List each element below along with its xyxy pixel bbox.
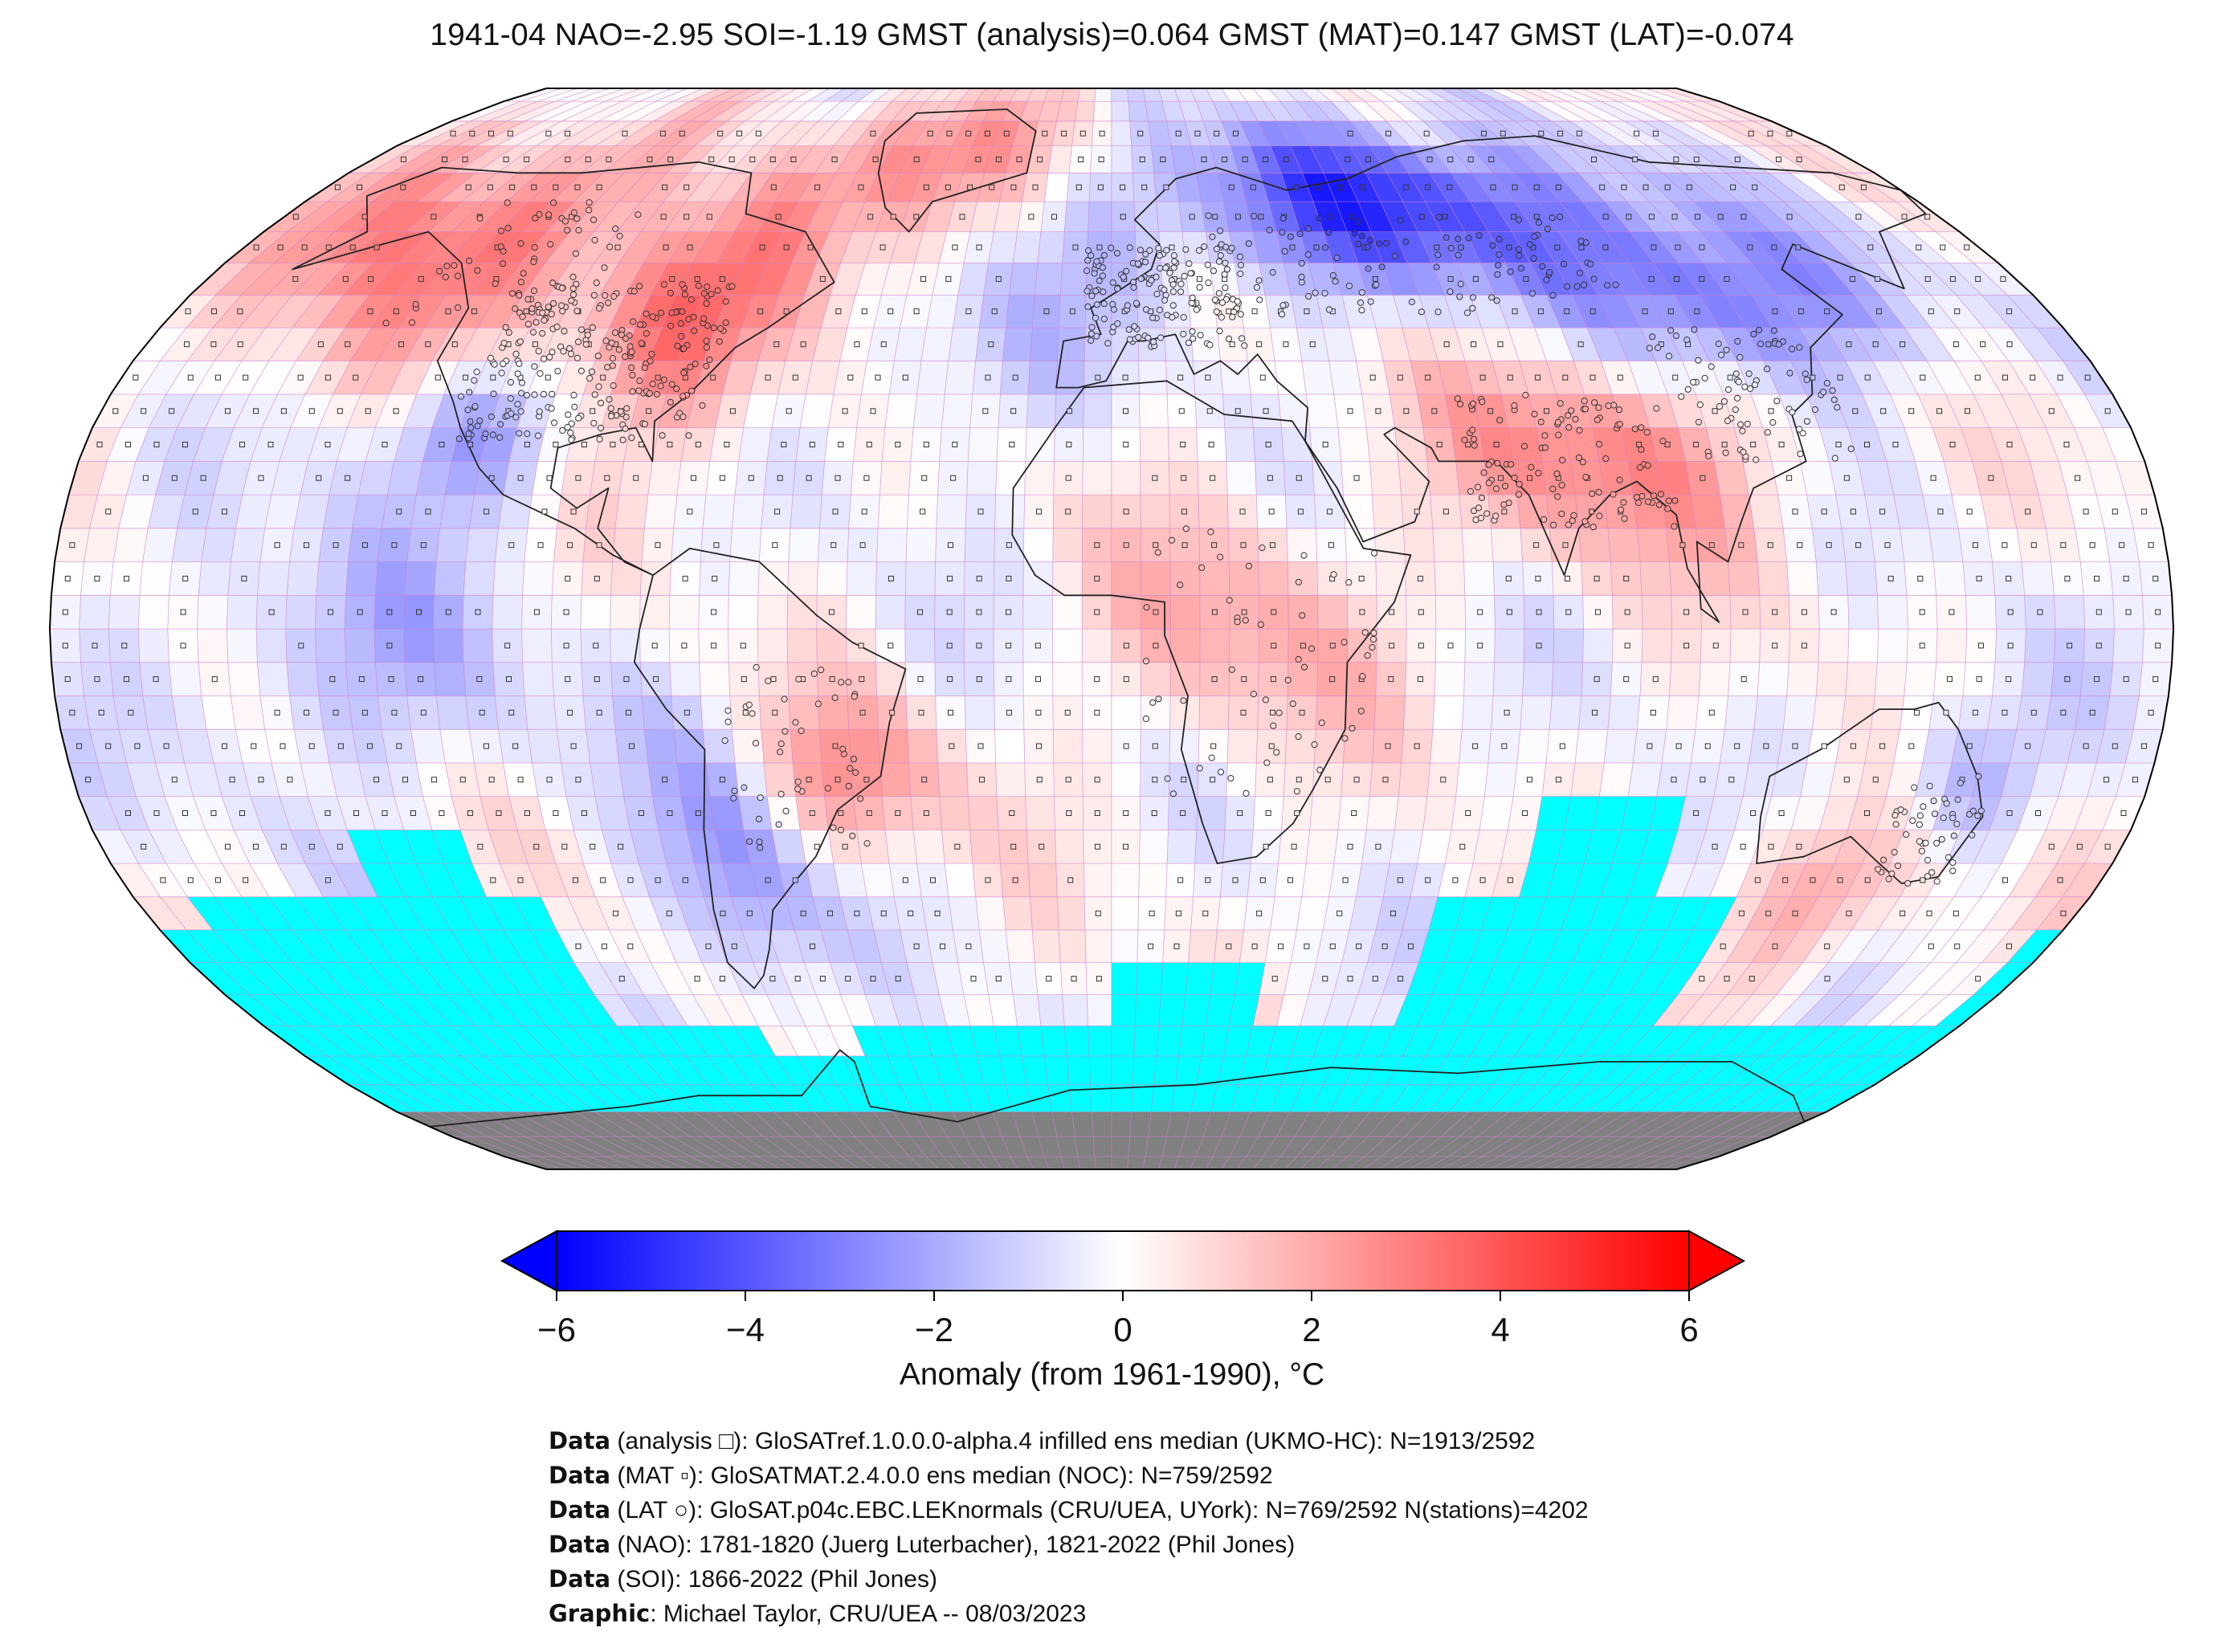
colorbar-tick-label: −4 bbox=[726, 1311, 765, 1348]
credit-lat: Data (LAT ○): GloSAT.p04c.EBC.LEKnormals… bbox=[549, 1496, 1589, 1524]
anomaly-map bbox=[48, 88, 2175, 1170]
colorbar-label: Anomaly (from 1961-1990), °C bbox=[899, 1357, 1325, 1392]
colorbar-tick-label: −6 bbox=[537, 1311, 576, 1348]
colorbar-ticks bbox=[556, 1291, 1690, 1301]
colorbar bbox=[500, 1230, 1746, 1301]
credits: Data (analysis □): GloSATref.1.0.0.0-alp… bbox=[549, 1424, 1589, 1631]
colorbar-tick-label: 2 bbox=[1302, 1311, 1321, 1348]
credit-soi: Data (SOI): 1866-2022 (Phil Jones) bbox=[549, 1565, 937, 1593]
credit-graphic: Graphic: Michael Taylor, CRU/UEA -- 08/0… bbox=[549, 1600, 1087, 1627]
colorbar-tick-label: 6 bbox=[1679, 1311, 1699, 1348]
colorbar-gradient bbox=[556, 1230, 1690, 1291]
colorbar-tick-label: −2 bbox=[915, 1311, 953, 1348]
colorbar-high-extension bbox=[1688, 1230, 1746, 1292]
colorbar-tick-label: 4 bbox=[1491, 1311, 1510, 1348]
map-title: 1941-04 NAO=-2.95 SOI=-1.19 GMST (analys… bbox=[430, 18, 1794, 52]
credit-mat: Data (MAT ▫): GloSATMAT.2.4.0.0 ens medi… bbox=[549, 1462, 1273, 1489]
credit-analysis: Data (analysis □): GloSATref.1.0.0.0-alp… bbox=[549, 1427, 1536, 1454]
credit-nao: Data (NAO): 1781-1820 (Juerg Luterbacher… bbox=[549, 1531, 1296, 1558]
colorbar-tick-label: 0 bbox=[1113, 1311, 1132, 1348]
colorbar-low-extension bbox=[500, 1230, 557, 1292]
anomaly-grid-cells bbox=[50, 88, 2173, 1169]
